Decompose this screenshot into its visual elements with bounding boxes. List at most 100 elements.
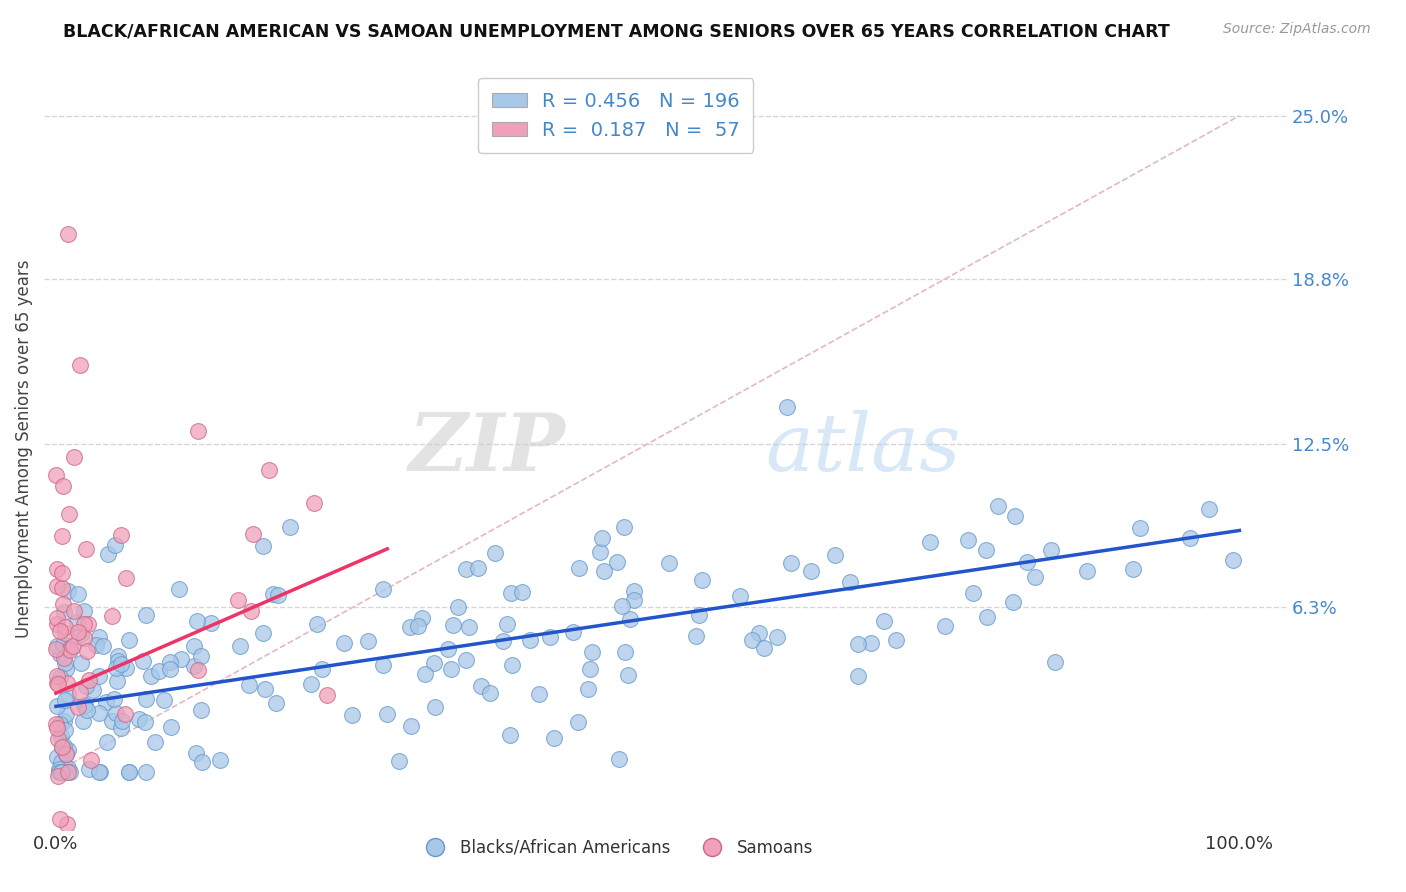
Point [69,685,91,699]
Point [48,764,70,779]
Point [846,668,869,682]
Point [519,633,541,648]
Point [1222,552,1244,566]
Point [69,656,91,670]
Point [614,644,637,658]
Point [299,677,322,691]
Point [100,609,122,624]
Point [278,520,301,534]
Point [48,762,70,776]
Point [97,547,120,561]
Point [375,707,398,722]
Point [49,812,72,826]
Point [456,561,478,575]
Point [186,614,208,628]
Text: atlas: atlas [765,410,960,488]
Point [685,630,707,644]
Point [79,762,101,776]
Point [479,686,502,700]
Point [200,615,222,630]
Point [46,639,69,653]
Point [87,630,110,644]
Point [918,535,941,549]
Point [103,692,125,706]
Point [873,614,896,628]
Point [73,616,96,631]
Point [846,637,869,651]
Point [49,729,72,743]
Point [623,584,645,599]
Point [484,546,506,560]
Point [53,723,76,738]
Point [1198,502,1220,516]
Point [492,634,515,648]
Point [311,662,333,676]
Point [58,507,80,521]
Point [56,687,79,701]
Point [187,424,209,438]
Point [658,557,681,571]
Point [884,633,907,648]
Point [48,624,70,639]
Point [56,227,79,241]
Point [46,562,69,576]
Point [63,604,86,618]
Point [56,584,79,599]
Point [91,640,114,654]
Point [104,539,127,553]
Point [45,642,67,657]
Point [46,579,69,593]
Point [51,529,73,543]
Point [111,714,134,728]
Point [1004,509,1026,524]
Point [117,764,139,779]
Point [66,615,89,630]
Point [623,593,645,607]
Point [89,764,111,779]
Point [135,608,157,623]
Point [73,698,96,713]
Point [562,625,585,640]
Point [55,747,77,761]
Point [183,639,205,653]
Point [148,664,170,678]
Point [53,714,76,728]
Point [169,582,191,597]
Point [748,626,770,640]
Point [257,463,280,477]
Point [45,717,67,731]
Point [187,663,209,677]
Point [529,688,551,702]
Point [145,735,167,749]
Point [754,640,776,655]
Point [51,582,73,596]
Point [576,681,599,696]
Point [110,657,132,671]
Point [59,764,82,779]
Point [976,610,998,624]
Point [73,604,96,618]
Point [48,731,70,746]
Point [184,746,207,760]
Point [159,655,181,669]
Point [1180,531,1202,545]
Point [800,564,823,578]
Point [824,548,846,562]
Point [105,706,128,720]
Point [467,560,489,574]
Point [240,604,263,618]
Point [423,657,446,671]
Point [356,634,378,648]
Point [132,654,155,668]
Point [986,499,1008,513]
Legend: Blacks/African Americans, Samoans: Blacks/African Americans, Samoans [412,832,820,863]
Point [169,652,191,666]
Point [609,752,631,766]
Point [495,617,517,632]
Point [581,645,603,659]
Point [159,662,181,676]
Point [110,528,132,542]
Point [388,754,411,768]
Point [617,668,640,682]
Point [591,531,613,545]
